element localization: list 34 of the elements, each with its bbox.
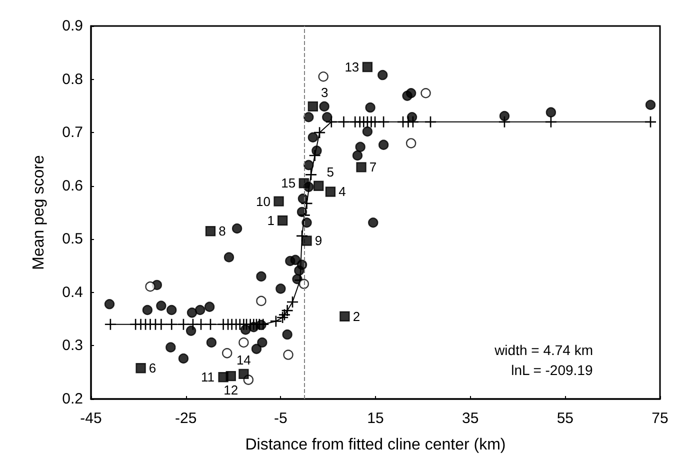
x-tick-label: 15: [367, 410, 384, 427]
x-tick-label: 35: [462, 410, 479, 427]
annotation: 6: [148, 360, 156, 376]
annotation: 11: [201, 370, 215, 385]
annotation: 10: [256, 194, 271, 209]
annotation: 1: [267, 212, 274, 228]
y-tick-label: 0.2: [62, 390, 83, 408]
y-tick-label: 0.3: [62, 337, 83, 354]
y-tick-label: 0.9: [62, 18, 83, 34]
annotation: 15: [281, 176, 296, 191]
y-tick-label: 0.5: [62, 230, 83, 248]
annotation: 5: [326, 164, 334, 180]
annotation: 12: [224, 382, 238, 398]
annotation: width = 4.74 km: [494, 342, 593, 358]
y-tick-label: 0.8: [62, 70, 83, 88]
x-tick-label: -25: [174, 410, 197, 427]
annotation: 8: [218, 224, 226, 239]
y-axis-title: Mean peg score: [30, 155, 48, 270]
annotation: 3: [321, 84, 328, 100]
annotation: 7: [369, 160, 377, 175]
x-tick-label: 55: [556, 410, 574, 427]
annotation: lnL = -209.19: [511, 362, 593, 378]
x-tick-label: -45: [80, 410, 102, 427]
annotation: 14: [236, 352, 251, 368]
y-tick-label: 0.4: [62, 284, 83, 301]
x-axis-title: Distance from fitted cline center (km): [245, 436, 506, 454]
annotation: 13: [344, 60, 360, 75]
annotation: 4: [338, 184, 346, 200]
x-tick-label: -5: [274, 410, 288, 427]
y-tick-label: 0.6: [62, 177, 83, 194]
annotation: 2: [352, 308, 360, 324]
annotation: 9: [314, 233, 322, 248]
x-tick-label: 75: [652, 410, 668, 427]
y-tick-label: 0.7: [62, 124, 83, 142]
